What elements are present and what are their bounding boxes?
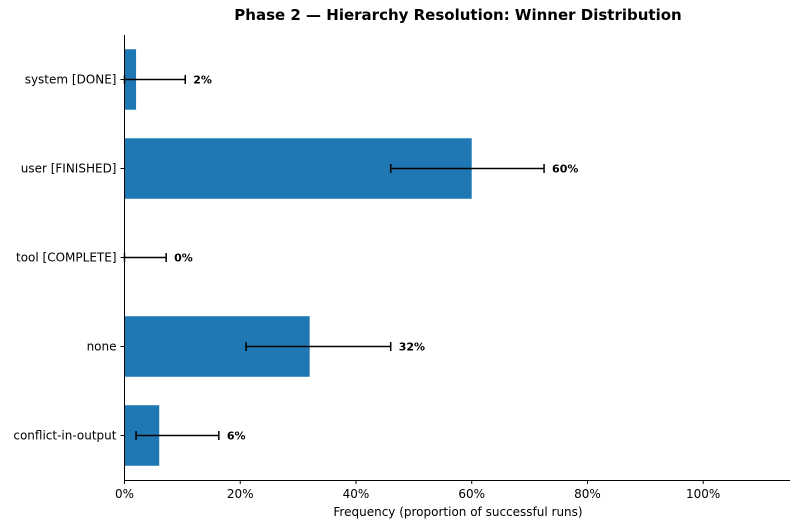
x-ticks-group: 0% 20% 40% 60% 80% 100% [115,480,720,501]
y-ticks-group: system [DONE] user [FINISHED] tool [COMPLE… [13,73,125,443]
y-tick-label: system [DONE] [25,73,117,87]
data-label: 2% [193,74,212,87]
x-tick-label: 40% [343,487,370,501]
error-bar [123,253,167,262]
data-labels-group: 2% 60% 0% 32% 6% [174,74,578,443]
y-tick-label: user [FINISHED] [21,162,117,176]
x-axis-label: Frequency (proportion of successful runs… [333,505,582,519]
chart-title: Phase 2 — Hierarchy Resolution: Winner D… [234,6,681,24]
x-tick-label: 100% [686,487,720,501]
data-label: 6% [227,430,246,443]
error-bar [135,431,220,440]
bars-group [124,49,472,466]
y-tick-label: none [87,340,117,354]
error-bar [245,342,392,351]
data-label: 32% [399,341,425,354]
x-tick-label: 0% [115,487,134,501]
x-tick-label: 20% [227,487,254,501]
x-tick-label: 60% [458,487,485,501]
data-label: 60% [552,163,578,176]
y-tick-label: conflict-in-output [13,429,116,443]
error-bar [389,164,545,173]
x-tick-label: 80% [574,487,601,501]
y-tick-label: tool [COMPLETE] [16,251,117,265]
data-label: 0% [174,252,193,265]
